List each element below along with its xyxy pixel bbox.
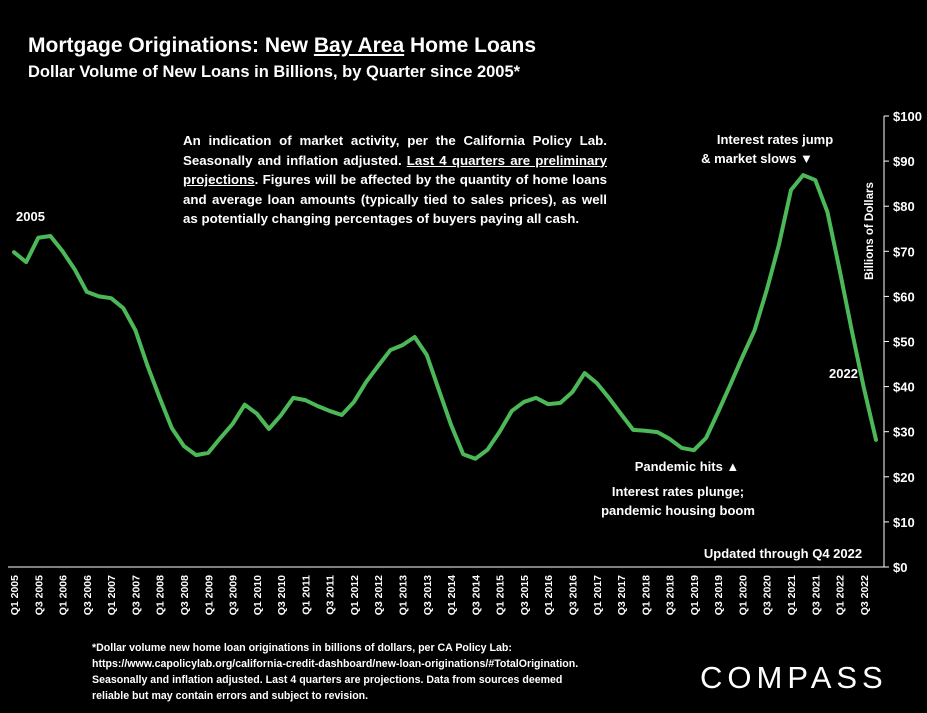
footnote-line: *Dollar volume new home loan origination… <box>92 642 512 654</box>
annotation: Pandemic hits ▲ <box>635 459 740 474</box>
y-tick-label: $60 <box>893 289 915 304</box>
note: An indication of market activity, per th… <box>183 131 607 229</box>
x-tick-label: Q3 2020 <box>762 575 774 615</box>
x-tick-label: Q1 2014 <box>446 575 458 615</box>
x-tick-label: Q1 2016 <box>543 575 555 615</box>
x-tick-label: Q1 2008 <box>155 575 167 615</box>
x-tick-label: Q1 2017 <box>592 575 604 615</box>
footnote-line: Seasonally and inflation adjusted. Last … <box>92 674 563 686</box>
y-tick-label: $50 <box>893 335 915 350</box>
note-part: Last 4 quarters are preliminary projecti… <box>183 152 607 188</box>
x-tick-label: Q1 2015 <box>495 575 507 615</box>
x-tick-label: Q3 2016 <box>567 575 579 615</box>
x-tick-label: Q1 2011 <box>300 575 312 615</box>
x-tick-label: Q3 2009 <box>228 575 240 615</box>
annotation: 2005 <box>16 209 45 224</box>
annotation: Updated through Q4 2022 <box>704 546 862 561</box>
x-tick-label: Q1 2010 <box>252 575 264 615</box>
x-tick-label: Q3 2006 <box>82 575 94 615</box>
note-part: An indication of market activity, per th… <box>183 133 607 168</box>
x-tick-label: Q3 2018 <box>665 575 677 615</box>
x-tick-label: Q3 2014 <box>470 575 482 615</box>
x-tick-label: Q1 2021 <box>786 575 798 615</box>
y-tick-label: $30 <box>893 425 915 440</box>
x-tick-label: Q1 2020 <box>737 575 749 615</box>
data-line <box>12 173 878 461</box>
x-tick-label: Q1 2012 <box>349 575 361 615</box>
y-tick-label: $40 <box>893 380 915 395</box>
x-tick-label: Q1 2022 <box>835 575 847 615</box>
chart-title: Mortgage Originations: New Bay Area Home… <box>28 34 536 58</box>
x-tick-label: Q3 2012 <box>373 575 385 615</box>
x-tick-label: Q1 2007 <box>106 575 118 615</box>
footnote-line: https://www.capolicylab.org/california-c… <box>92 658 579 670</box>
logo: COMPASS <box>700 660 888 695</box>
x-tick-label: Q3 2022 <box>859 575 871 615</box>
footnote-line: reliable but may contain errors and subj… <box>92 690 369 702</box>
x-tick-label: Q1 2018 <box>640 575 652 615</box>
x-tick-label: Q3 2010 <box>276 575 288 615</box>
y-axis-label: Billions of Dollars <box>864 182 876 280</box>
y-tick-label: $80 <box>893 199 915 214</box>
y-tick-label: $0 <box>893 560 907 575</box>
y-tick-label: $20 <box>893 470 915 485</box>
x-tick-label: Q1 2006 <box>58 575 70 615</box>
x-tick-label: Q1 2019 <box>689 575 701 615</box>
y-tick-label: $10 <box>893 515 915 530</box>
x-tick-label: Q3 2015 <box>519 575 531 615</box>
x-tick-label: Q1 2005 <box>9 575 21 615</box>
x-tick-label: Q3 2019 <box>713 575 725 615</box>
x-tick-label: Q3 2005 <box>33 575 45 615</box>
x-tick-label: Q3 2011 <box>325 575 337 615</box>
x-tick-label: Q3 2007 <box>130 575 142 615</box>
annotation: & market slows ▼ <box>701 151 813 166</box>
annotation: pandemic housing boom <box>601 503 755 518</box>
note-part: . Figures will be affected by the quanti… <box>183 172 607 226</box>
annotation: Interest rates jump <box>717 132 833 147</box>
x-tick-label: Q3 2008 <box>179 575 191 615</box>
title-part: Mortgage Originations: New <box>28 34 314 57</box>
x-tick-label: Q1 2009 <box>203 575 215 615</box>
annotation: Interest rates plunge; <box>612 484 744 499</box>
x-tick-label: Q1 2013 <box>398 575 410 615</box>
x-tick-label: Q3 2017 <box>616 575 628 615</box>
footnote: *Dollar volume new home loan origination… <box>92 640 652 704</box>
y-tick-label: $100 <box>893 109 922 124</box>
title-part: Home Loans <box>404 34 536 57</box>
y-tick-label: $90 <box>893 154 915 169</box>
annotation: 2022 <box>829 366 858 381</box>
x-tick-label: Q3 2013 <box>422 575 434 615</box>
x-tick-label: Q3 2021 <box>810 575 822 615</box>
chart-subtitle: Dollar Volume of New Loans in Billions, … <box>28 63 521 81</box>
title-part: Bay Area <box>313 34 405 57</box>
y-tick-label: $70 <box>893 244 915 259</box>
